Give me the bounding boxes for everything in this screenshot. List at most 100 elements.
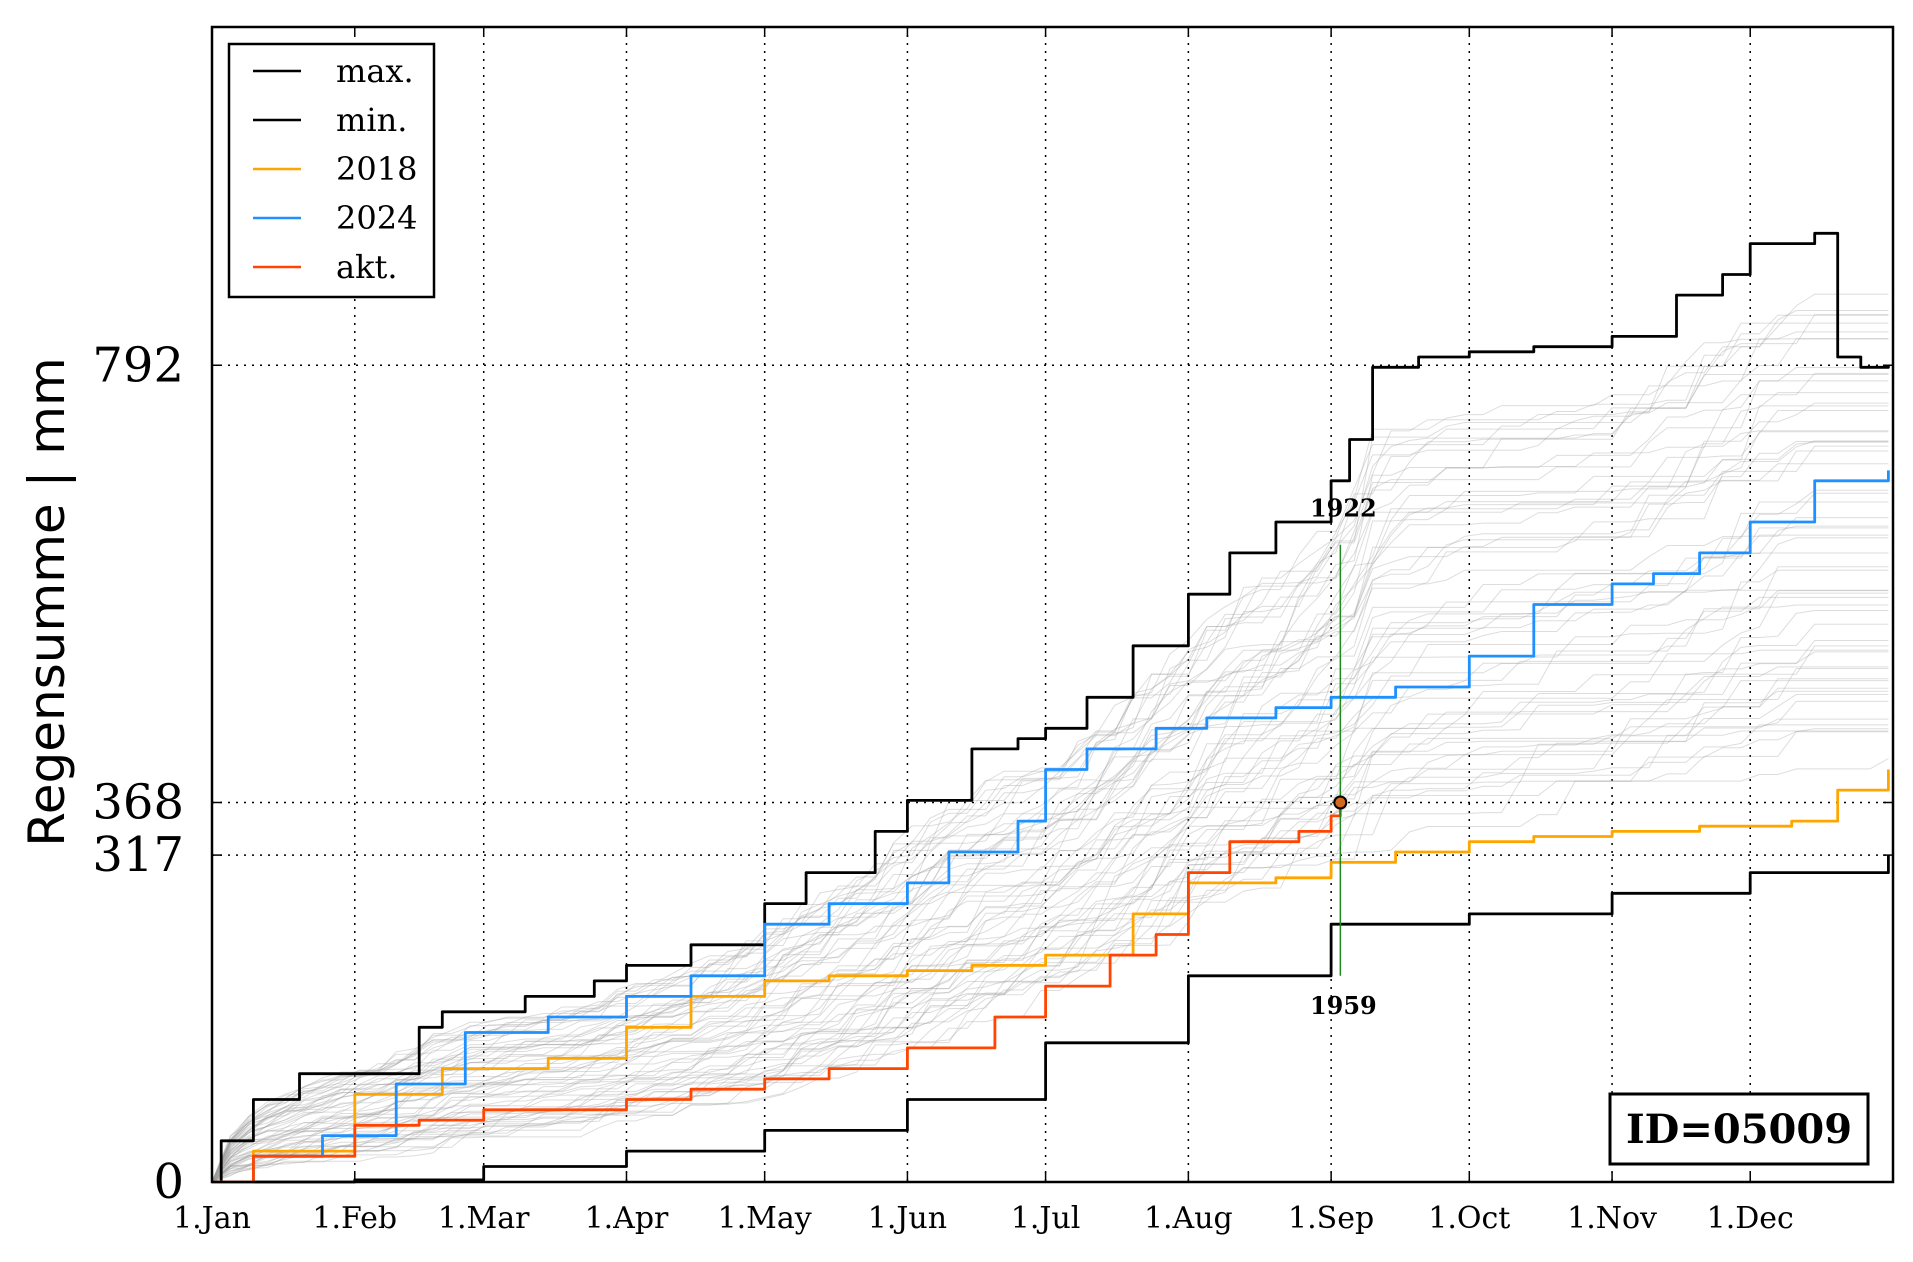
background-year-trace: [211, 724, 1889, 1183]
background-year-trace: [211, 596, 1889, 1183]
x-tick-label: 1.Mar: [438, 1201, 530, 1236]
background-year-trace: [211, 372, 1889, 1183]
background-year-trace: [211, 489, 1889, 1183]
background-year-trace: [211, 592, 1889, 1183]
legend-label-max: max.: [336, 52, 414, 90]
background-year-trace: [211, 604, 1889, 1183]
x-tick-label: 1.Sep: [1288, 1201, 1374, 1236]
x-tick-label: 1.Nov: [1567, 1201, 1657, 1236]
axis-ticks: [211, 27, 1893, 1183]
legend-label-min: min.: [336, 101, 407, 139]
background-year-trace: [211, 552, 1889, 1183]
current-point-marker: [1333, 795, 1348, 810]
background-year-trace: [211, 392, 1889, 1183]
background-year-trace: [211, 668, 1889, 1183]
annotation-layer: 1922 1959: [1310, 494, 1377, 1020]
background-year-trace: [211, 517, 1889, 1183]
background-year-trace: [211, 293, 1889, 1183]
background-year-trace: [211, 590, 1889, 1183]
series-line-2024: [212, 470, 1890, 1184]
x-tick-label: 1.Oct: [1428, 1201, 1510, 1236]
legend: max. min. 2018 2024 akt.: [227, 42, 436, 299]
x-tick-labels: 1.Jan 1.Feb 1.Mar 1.Apr 1.May 1.Jun 1.Jul 1.Aug…: [173, 1201, 1794, 1236]
background-year-trace: [211, 402, 1889, 1183]
series-line-akt: [212, 802, 1342, 1184]
background-year-trace: [211, 566, 1889, 1183]
background-year-trace: [211, 680, 1889, 1183]
x-tick-label: 1.Feb: [312, 1201, 397, 1236]
background-year-trace: [211, 569, 1889, 1183]
background-year-trace: [211, 610, 1889, 1183]
background-year-trace: [211, 440, 1889, 1183]
background-year-trace: [211, 525, 1889, 1183]
id-box-frame: [1608, 1092, 1870, 1166]
x-tick-label: 1.Dec: [1707, 1201, 1794, 1236]
background-year-trace: [211, 645, 1889, 1183]
background-year-trace: [211, 310, 1889, 1183]
background-year-trace: [211, 314, 1889, 1183]
background-year-trace: [211, 718, 1889, 1183]
background-year-trace: [211, 338, 1889, 1183]
background-year-trace: [211, 322, 1889, 1183]
series-line-max: [212, 231, 1890, 1184]
background-year-trace: [211, 623, 1889, 1183]
background-year-trace: [211, 534, 1889, 1183]
background-year-trace: [211, 651, 1889, 1183]
x-tick-label: 1.May: [718, 1201, 812, 1236]
annotation-min-year: 1959: [1310, 991, 1377, 1020]
background-year-trace: [211, 431, 1889, 1183]
background-year-trace: [211, 527, 1889, 1183]
background-traces: [211, 293, 1889, 1183]
background-year-trace: [211, 700, 1889, 1183]
legend-box: [227, 42, 436, 299]
background-year-trace: [211, 450, 1889, 1183]
background-year-trace: [211, 589, 1889, 1183]
x-tick-label: 1.Jun: [868, 1201, 947, 1236]
background-year-trace: [211, 694, 1889, 1183]
background-year-trace: [211, 441, 1889, 1183]
y-tick-label: 0: [153, 1154, 184, 1210]
plot-frame: [210, 25, 1895, 1184]
legend-label-2024: 2024: [336, 199, 417, 237]
y-tick-label: 792: [92, 337, 184, 393]
background-year-trace: [211, 380, 1889, 1183]
background-year-trace: [211, 445, 1889, 1183]
background-year-trace: [211, 649, 1889, 1183]
background-year-trace: [211, 730, 1889, 1183]
y-axis-title: Regensumme | mm: [18, 357, 76, 846]
background-year-trace: [211, 405, 1889, 1183]
grid: [212, 27, 1893, 1182]
x-tick-label: 1.Apr: [585, 1201, 669, 1236]
background-year-trace: [211, 678, 1889, 1183]
annotation-max-year: 1922: [1310, 494, 1377, 523]
background-year-trace: [211, 367, 1889, 1183]
legend-label-2018: 2018: [336, 150, 417, 188]
background-year-trace: [211, 731, 1889, 1183]
background-year-trace: [211, 640, 1889, 1183]
background-year-trace: [211, 758, 1889, 1183]
id-label: ID=05009: [1626, 1106, 1852, 1153]
background-year-trace: [211, 338, 1889, 1183]
background-year-trace: [211, 537, 1889, 1183]
x-tick-label: 1.Jul: [1011, 1201, 1081, 1236]
background-year-trace: [211, 430, 1889, 1183]
series-lines: [212, 231, 1890, 1184]
background-year-trace: [211, 314, 1889, 1183]
y-tick-label: 368: [92, 775, 184, 831]
x-tick-label: 1.Aug: [1144, 1201, 1233, 1236]
id-box: ID=05009: [1608, 1092, 1870, 1166]
legend-label-akt: akt.: [336, 248, 398, 286]
background-year-trace: [211, 410, 1889, 1183]
x-tick-label: 1.Jan: [173, 1201, 251, 1236]
background-year-trace: [211, 690, 1889, 1183]
background-year-trace: [211, 374, 1889, 1183]
background-year-trace: [211, 728, 1889, 1183]
y-tick-label: 317: [92, 827, 184, 883]
background-year-trace: [211, 687, 1889, 1183]
background-year-trace: [211, 441, 1889, 1183]
background-year-trace: [211, 492, 1889, 1183]
series-line-min: [212, 855, 1890, 1184]
background-year-trace: [211, 501, 1889, 1183]
